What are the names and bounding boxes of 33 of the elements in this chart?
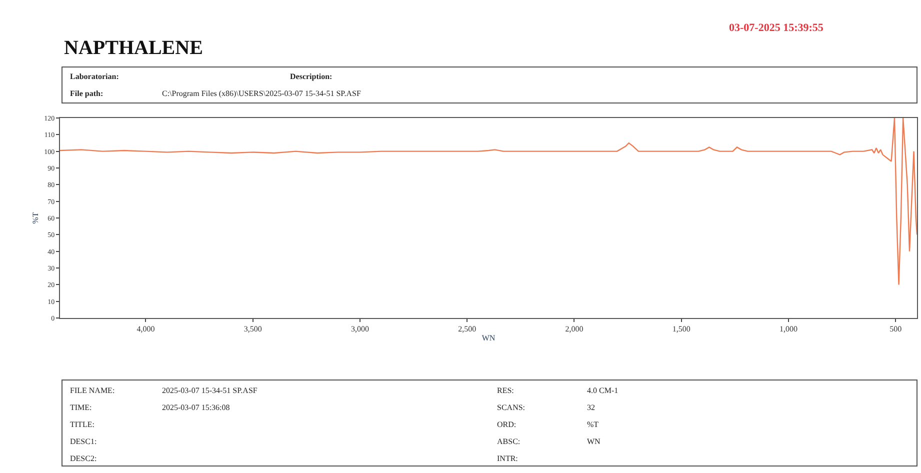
- text: 2025-03-07 15:36:08: [162, 403, 230, 412]
- text: Description:: [290, 72, 332, 81]
- text: FILE NAME:: [70, 386, 115, 395]
- text: INTR:: [497, 454, 518, 463]
- text: DESC2:: [70, 454, 97, 463]
- text: SCANS:: [497, 403, 526, 412]
- text: 2025-03-07 15-34-51 SP.ASF: [162, 386, 258, 395]
- text: 32: [587, 403, 595, 412]
- x-tick-label: 3,000: [350, 324, 369, 334]
- text: WN: [587, 437, 601, 446]
- text: RES:: [497, 386, 514, 395]
- line-series: [60, 118, 917, 286]
- text: ORD:: [497, 420, 516, 429]
- x-tick-label: 1,000: [779, 324, 798, 334]
- text: TIME:: [70, 403, 92, 412]
- text: DESC1:: [70, 437, 97, 446]
- text: 4.0 CM-1: [587, 386, 618, 395]
- x-tick-label: 2,500: [458, 324, 476, 334]
- x-tick-label: 500: [890, 324, 902, 334]
- x-axis-title: WN: [482, 334, 496, 343]
- text: TITLE:: [70, 420, 94, 429]
- text: %T: [587, 420, 599, 429]
- text: Laboratorian:: [70, 72, 119, 81]
- x-tick-label: 2,000: [565, 324, 584, 334]
- y-axis-title: %T: [30, 212, 40, 224]
- x-tick-label: 3,500: [244, 324, 262, 334]
- chart-subtitle: 03-07-2025 15:39:55: [729, 22, 824, 34]
- text: C:\Program Files (x86)\USERS\2025-03-07 15-34-51 SP.ASF: [162, 89, 362, 98]
- text: ABSC:: [497, 437, 520, 446]
- chart-title: NAPTHALENE: [64, 37, 203, 59]
- x-tick-label: 4,000: [136, 324, 155, 334]
- x-tick-label: 1,500: [672, 324, 690, 334]
- text: File path:: [70, 89, 104, 98]
